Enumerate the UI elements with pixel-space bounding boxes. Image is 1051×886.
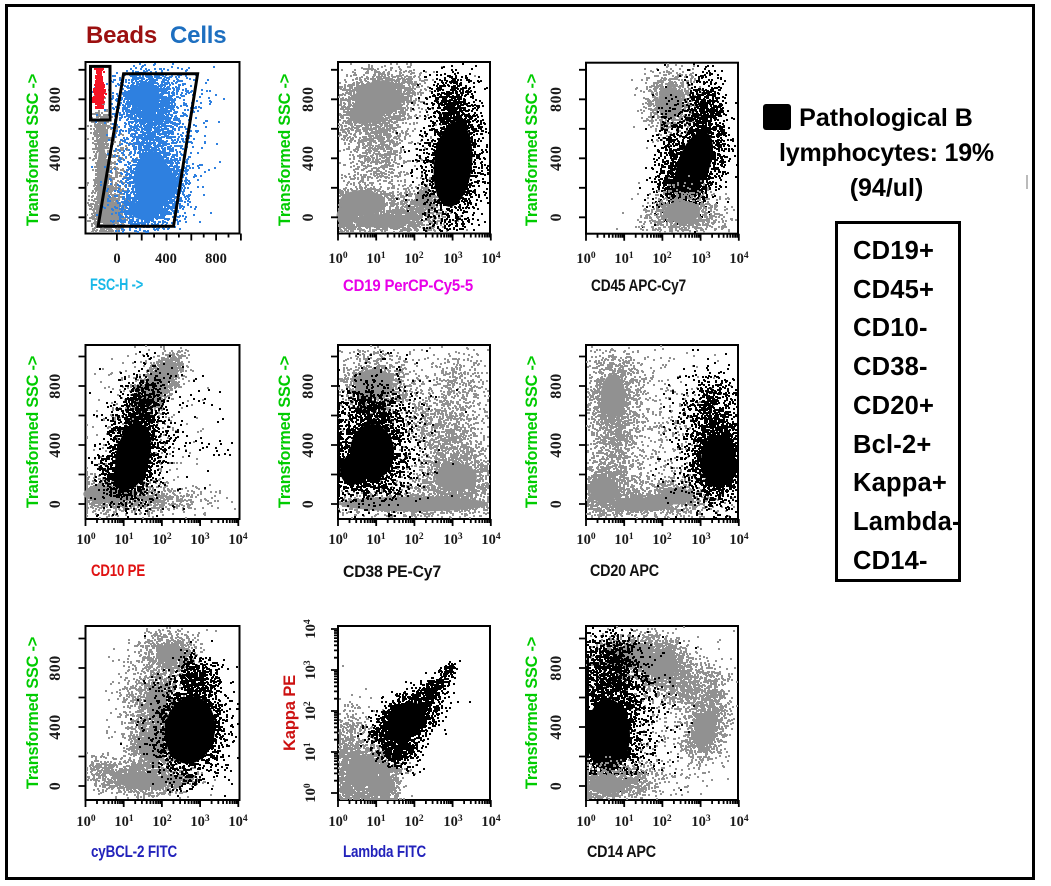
svg-text:104: 104 xyxy=(228,814,248,830)
svg-text:100: 100 xyxy=(303,783,319,803)
svg-text:104: 104 xyxy=(729,814,749,830)
svg-text:103: 103 xyxy=(190,532,210,548)
svg-text:102: 102 xyxy=(404,814,424,830)
svg-text:101: 101 xyxy=(114,814,134,830)
svg-text:100: 100 xyxy=(576,532,596,548)
svg-text:Transformed SSC ->: Transformed SSC -> xyxy=(23,74,42,226)
svg-text:101: 101 xyxy=(303,742,319,762)
svg-text:102: 102 xyxy=(404,251,424,267)
svg-text:101: 101 xyxy=(366,532,386,548)
svg-text:CD19 PerCP-Cy5-5: CD19 PerCP-Cy5-5 xyxy=(343,276,473,295)
svg-text:0: 0 xyxy=(300,500,317,509)
svg-text:0: 0 xyxy=(113,251,120,267)
svg-text:101: 101 xyxy=(114,532,134,548)
svg-text:100: 100 xyxy=(576,814,596,830)
svg-text:800: 800 xyxy=(548,655,565,681)
svg-text:800: 800 xyxy=(47,87,64,113)
svg-text:100: 100 xyxy=(76,532,96,548)
svg-text:800: 800 xyxy=(300,87,317,113)
svg-text:104: 104 xyxy=(481,814,501,830)
svg-text:101: 101 xyxy=(366,251,386,267)
svg-text:103: 103 xyxy=(443,251,463,267)
svg-text:Kappa PE: Kappa PE xyxy=(280,675,299,751)
svg-text:Transformed SSC ->: Transformed SSC -> xyxy=(23,637,42,789)
svg-text:400: 400 xyxy=(548,146,565,172)
svg-text:0: 0 xyxy=(548,213,565,222)
svg-text:100: 100 xyxy=(328,251,348,267)
svg-text:102: 102 xyxy=(404,532,424,548)
svg-text:CD10 PE: CD10 PE xyxy=(91,561,145,580)
svg-text:104: 104 xyxy=(729,532,749,548)
svg-text:104: 104 xyxy=(729,251,749,267)
svg-text:Lambda FITC: Lambda FITC xyxy=(343,842,426,861)
svg-text:0: 0 xyxy=(47,500,64,509)
svg-text:100: 100 xyxy=(328,814,348,830)
svg-text:Transformed SSC ->: Transformed SSC -> xyxy=(522,637,541,789)
svg-text:102: 102 xyxy=(652,251,672,267)
svg-text:0: 0 xyxy=(300,213,317,222)
svg-text:800: 800 xyxy=(300,373,317,399)
svg-text:400: 400 xyxy=(47,432,64,458)
svg-text:102: 102 xyxy=(152,532,172,548)
svg-text:104: 104 xyxy=(481,251,501,267)
svg-text:CD38 PE-Cy7: CD38 PE-Cy7 xyxy=(343,562,441,581)
svg-text:104: 104 xyxy=(481,532,501,548)
svg-text:400: 400 xyxy=(300,432,317,458)
svg-text:Transformed SSC ->: Transformed SSC -> xyxy=(522,74,541,226)
svg-text:Transformed SSC ->: Transformed SSC -> xyxy=(23,356,42,508)
svg-text:102: 102 xyxy=(303,701,319,721)
svg-text:102: 102 xyxy=(152,814,172,830)
svg-text:103: 103 xyxy=(691,814,711,830)
svg-text:103: 103 xyxy=(443,532,463,548)
svg-text:800: 800 xyxy=(47,655,64,681)
svg-text:103: 103 xyxy=(303,660,319,680)
svg-text:103: 103 xyxy=(691,251,711,267)
svg-text:100: 100 xyxy=(328,532,348,548)
svg-text:100: 100 xyxy=(576,251,596,267)
svg-text:104: 104 xyxy=(228,532,248,548)
svg-text:FSC-H ->: FSC-H -> xyxy=(90,275,143,294)
svg-text:103: 103 xyxy=(691,532,711,548)
svg-text:101: 101 xyxy=(366,814,386,830)
svg-text:103: 103 xyxy=(443,814,463,830)
svg-text:CD14 APC: CD14 APC xyxy=(587,842,656,861)
svg-text:CD20 APC: CD20 APC xyxy=(590,561,659,580)
svg-text:104: 104 xyxy=(303,619,319,639)
svg-text:0: 0 xyxy=(548,500,565,509)
svg-text:Transformed SSC ->: Transformed SSC -> xyxy=(275,74,294,226)
svg-text:102: 102 xyxy=(652,814,672,830)
svg-text:400: 400 xyxy=(548,714,565,740)
svg-text:CD45 APC-Cy7: CD45 APC-Cy7 xyxy=(591,276,686,295)
svg-text:400: 400 xyxy=(155,251,177,267)
svg-text:800: 800 xyxy=(548,87,565,113)
svg-text:800: 800 xyxy=(548,373,565,399)
svg-text:101: 101 xyxy=(614,532,634,548)
svg-text:101: 101 xyxy=(614,814,634,830)
svg-text:102: 102 xyxy=(652,532,672,548)
svg-text:800: 800 xyxy=(47,373,64,399)
svg-text:800: 800 xyxy=(205,251,227,267)
svg-text:Transformed SSC ->: Transformed SSC -> xyxy=(275,356,294,508)
svg-text:Transformed SSC ->: Transformed SSC -> xyxy=(522,356,541,508)
svg-text:0: 0 xyxy=(47,213,64,222)
svg-text:400: 400 xyxy=(47,714,64,740)
svg-text:400: 400 xyxy=(47,146,64,172)
svg-text:0: 0 xyxy=(47,782,64,791)
svg-text:0: 0 xyxy=(548,782,565,791)
svg-text:100: 100 xyxy=(76,814,96,830)
svg-text:400: 400 xyxy=(300,146,317,172)
svg-text:101: 101 xyxy=(614,251,634,267)
svg-text:103: 103 xyxy=(190,814,210,830)
svg-text:400: 400 xyxy=(548,432,565,458)
svg-text:cyBCL-2 FITC: cyBCL-2 FITC xyxy=(91,842,177,861)
